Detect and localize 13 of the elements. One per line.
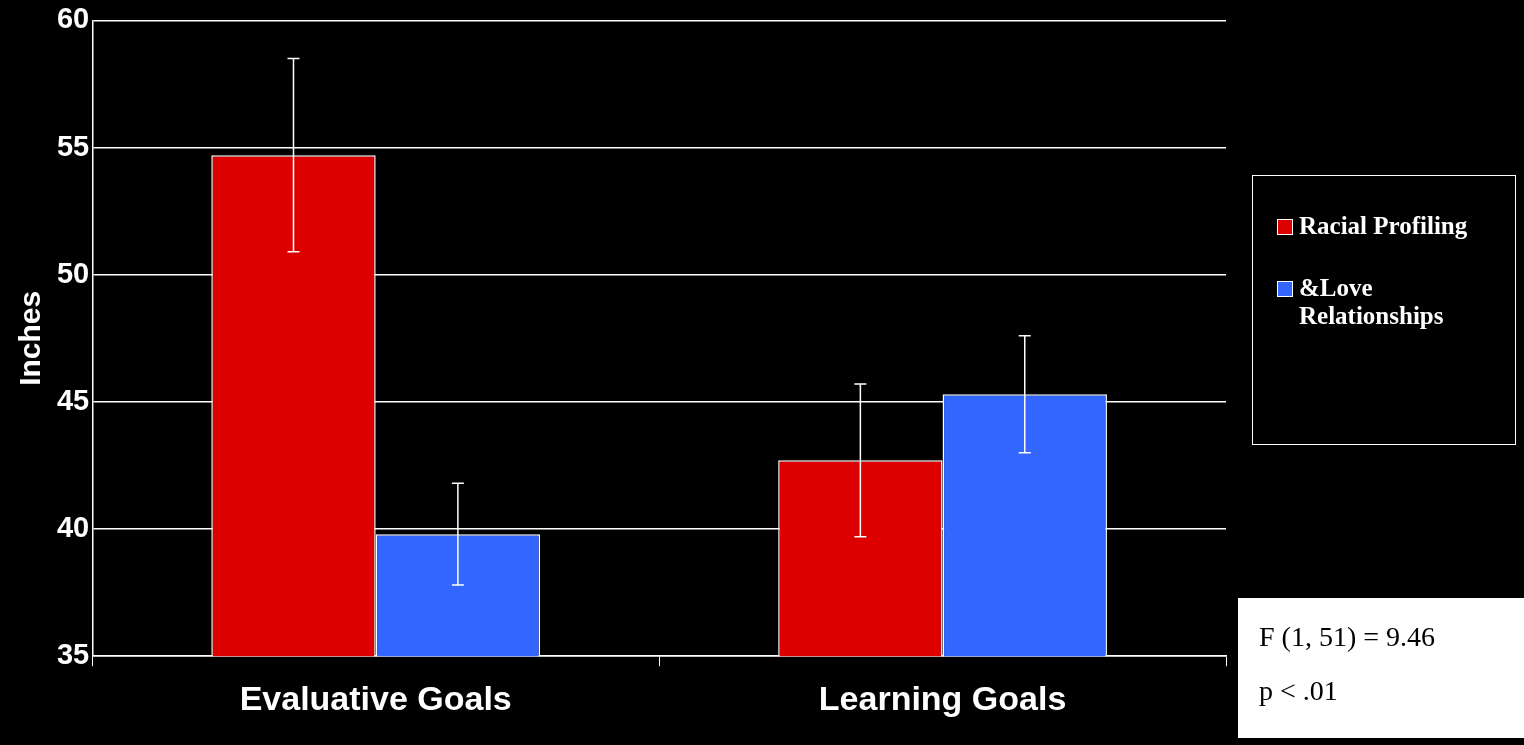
y-tick-label: 45 <box>56 383 90 416</box>
legend-label: &Love Relationships <box>1299 274 1445 330</box>
y-tick-label: 50 <box>56 256 90 289</box>
text: F (1, 51) = 9.46 <box>1259 621 1436 653</box>
y-tick-label: 55 <box>56 129 90 162</box>
x-tick-label: Evaluative Goals <box>239 678 512 717</box>
y-axis-title: Inches <box>13 290 47 386</box>
x-tick-label: Learning Goals <box>818 678 1067 717</box>
y-tick-label: 35 <box>56 638 90 671</box>
y-tick-label: 60 <box>56 2 90 35</box>
text: p < .01 <box>1259 675 1339 707</box>
y-tick-label: 40 <box>56 511 90 544</box>
legend-label: Racial Profiling <box>1299 212 1468 240</box>
